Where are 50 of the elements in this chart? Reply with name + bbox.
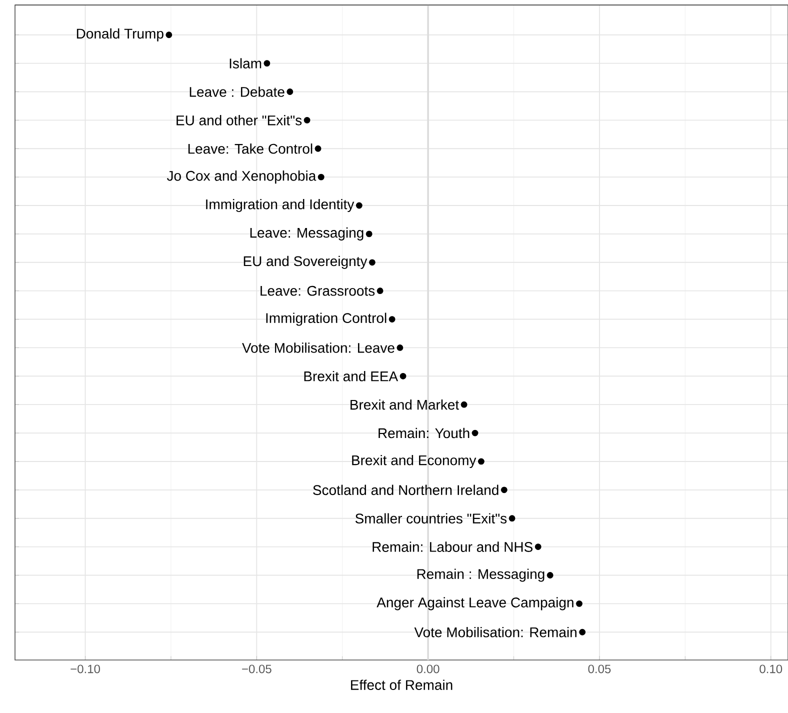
x-tick-label: 0.05 — [588, 664, 611, 674]
point — [460, 401, 468, 408]
point — [396, 344, 404, 351]
point — [356, 202, 362, 209]
y-tick-label: Immigration Control — [266, 312, 386, 326]
y-tick-label: Brexit and Economy — [352, 454, 476, 468]
y-tick-label: Brexit and Market — [350, 399, 460, 410]
point — [400, 372, 406, 380]
y-tick-label: Remain : Messaging — [417, 568, 544, 582]
point — [264, 60, 270, 67]
y-tick-label: Vote Mobilisation: Remain — [414, 626, 576, 638]
point — [314, 145, 322, 152]
y-tick-label: EU and Sovereignty — [244, 256, 368, 269]
y-tick-label: Scotland and Northern Ireland — [313, 484, 498, 496]
x-tick-label: −0.10 — [70, 664, 100, 674]
point — [472, 430, 478, 436]
point — [579, 628, 586, 636]
point — [478, 458, 484, 465]
x-tick-label: 0.00 — [416, 664, 440, 674]
y-tick-label: Leave: Grassroots — [260, 286, 375, 296]
x-axis-title: Effect of Remain — [351, 680, 452, 690]
y-tick-label: Islam — [230, 58, 262, 68]
point — [576, 600, 582, 607]
y-tick-label: Jo Cox and Xenophobia — [166, 170, 316, 184]
point — [500, 486, 508, 494]
point — [546, 572, 554, 578]
y-tick-label: Brexit and EEA — [304, 371, 398, 382]
y-tick-label: Leave : Debate — [190, 86, 284, 97]
point — [286, 88, 294, 95]
y-tick-label: EU and other "Exit"s — [176, 115, 302, 126]
point — [534, 544, 542, 550]
y-tick-label: Anger Against Leave Campaign — [376, 597, 574, 610]
y-tick-label: Vote Mobilisation: Leave — [242, 342, 394, 353]
point — [318, 174, 324, 180]
point — [166, 32, 172, 38]
y-tick-label: Donald Trump — [76, 28, 164, 42]
y-tick-label: Immigration and Identity — [206, 198, 354, 212]
point — [388, 316, 396, 322]
point — [376, 288, 384, 294]
y-tick-label: Leave: Messaging — [250, 227, 364, 240]
point — [366, 230, 372, 238]
x-tick-label: 0.10 — [760, 664, 782, 674]
y-tick-label: Remain: Youth — [378, 428, 470, 438]
y-tick-label: Smaller countries "Exit"s — [355, 513, 507, 524]
point — [304, 116, 310, 124]
y-tick-label: Remain: Labour and NHS — [372, 542, 533, 552]
point — [368, 259, 376, 266]
y-tick-label: Leave: Take Control — [188, 143, 312, 154]
point — [508, 515, 516, 522]
x-tick-label: −0.05 — [242, 664, 272, 674]
